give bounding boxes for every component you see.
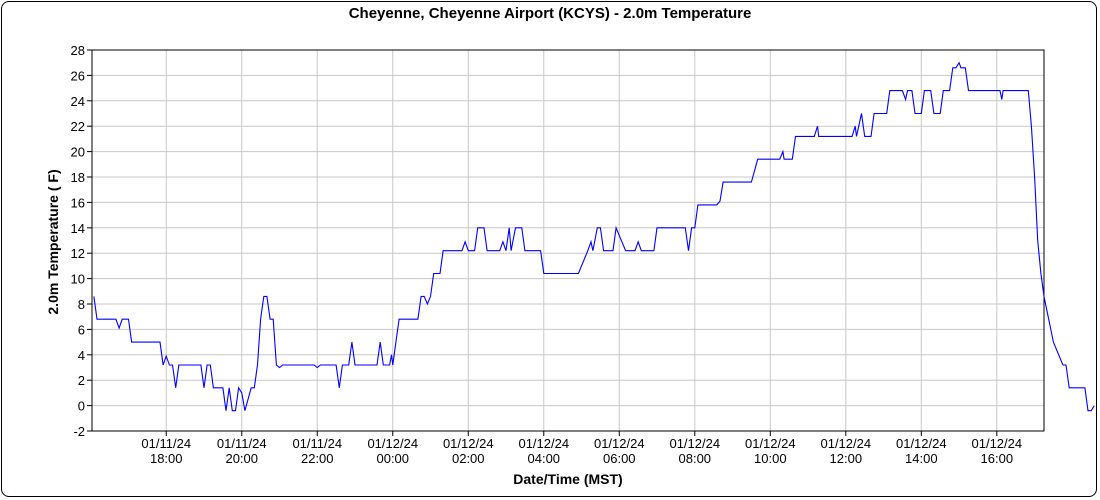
x-tick-time-label: 14:00: [905, 451, 938, 466]
x-tick-time-label: 02:00: [452, 451, 485, 466]
x-tick-date-label: 01/12/24: [820, 436, 871, 451]
y-tick-label: 16: [71, 195, 85, 210]
y-axis-label: 2.0m Temperature ( F): [45, 169, 61, 314]
x-tick-time-label: 06:00: [603, 451, 636, 466]
y-tick-label: 12: [71, 246, 85, 261]
x-tick-time-label: 00:00: [376, 451, 409, 466]
x-tick-time-label: 12:00: [830, 451, 863, 466]
y-tick-label: 0: [78, 399, 85, 414]
x-tick-date-label: 01/12/24: [367, 436, 418, 451]
y-tick-label: 24: [71, 94, 85, 109]
x-tick-time-label: 04:00: [528, 451, 561, 466]
temperature-series-line: [93, 61, 1095, 412]
x-tick-date-label: 01/12/24: [443, 436, 494, 451]
x-tick-date-label: 01/12/24: [896, 436, 947, 451]
y-tick-label: 4: [78, 348, 85, 363]
x-tick-time-label: 22:00: [301, 451, 334, 466]
chart-title: Cheyenne, Cheyenne Airport (KCYS) - 2.0m…: [349, 5, 752, 22]
y-tick-label: 26: [71, 68, 85, 83]
y-tick-label: 8: [78, 297, 85, 312]
axis-ticks: -2024681012141618202224262801/11/2418:00…: [71, 43, 1023, 466]
y-tick-label: 28: [71, 43, 85, 58]
x-tick-time-label: 20:00: [225, 451, 258, 466]
grid: [92, 49, 1044, 432]
x-tick-time-label: 16:00: [981, 451, 1014, 466]
y-tick-label: 20: [71, 145, 85, 160]
x-tick-date-label: 01/12/24: [972, 436, 1023, 451]
y-tick-label: -2: [73, 424, 85, 439]
x-tick-time-label: 08:00: [679, 451, 712, 466]
y-tick-label: 14: [71, 221, 85, 236]
y-tick-label: 2: [78, 373, 85, 388]
y-tick-label: 18: [71, 170, 85, 185]
y-tick-label: 22: [71, 119, 85, 134]
x-tick-date-label: 01/12/24: [518, 436, 569, 451]
x-tick-time-label: 10:00: [754, 451, 787, 466]
x-tick-time-label: 18:00: [150, 451, 183, 466]
plot-area: [91, 49, 1045, 432]
x-tick-date-label: 01/12/24: [745, 436, 796, 451]
y-tick-label: 10: [71, 272, 85, 287]
x-tick-date-label: 01/12/24: [669, 436, 720, 451]
x-tick-date-label: 01/11/24: [217, 436, 267, 451]
x-tick-date-label: 01/11/24: [141, 436, 191, 451]
y-tick-label: 6: [78, 322, 85, 337]
x-tick-date-label: 01/11/24: [292, 436, 342, 451]
x-tick-date-label: 01/12/24: [594, 436, 645, 451]
x-axis-label: Date/Time (MST): [513, 471, 622, 487]
